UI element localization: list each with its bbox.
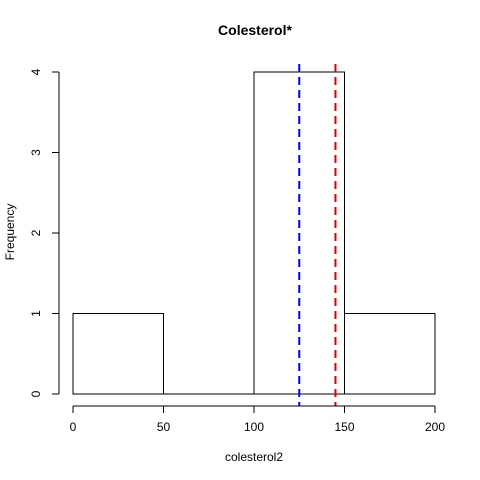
x-tick-label-4: 200 (425, 420, 445, 434)
y-tick-label-0: 0 (29, 390, 43, 397)
bars-group (72, 71, 436, 395)
x-axis: 0 50 100 150 200 (70, 405, 445, 434)
chart-title: Colesterol* (218, 22, 292, 38)
histogram-bar-0 (72, 313, 164, 395)
x-axis-label: colesterol2 (225, 450, 283, 464)
y-tick-label-1: 1 (29, 310, 43, 317)
y-tick-label-3: 3 (29, 149, 43, 156)
x-tick-label-0: 0 (70, 420, 77, 434)
y-tick-label-4: 4 (29, 68, 43, 75)
x-tick-label-3: 150 (334, 420, 354, 434)
y-axis: 0 1 2 3 4 (29, 68, 60, 397)
histogram-bar-3 (344, 313, 436, 395)
y-tick-label-2: 2 (29, 229, 43, 236)
x-tick-label-2: 100 (244, 420, 264, 434)
reference-lines-group (298, 64, 337, 406)
x-tick-label-1: 50 (157, 420, 171, 434)
y-axis-label: Frequency (3, 204, 17, 261)
